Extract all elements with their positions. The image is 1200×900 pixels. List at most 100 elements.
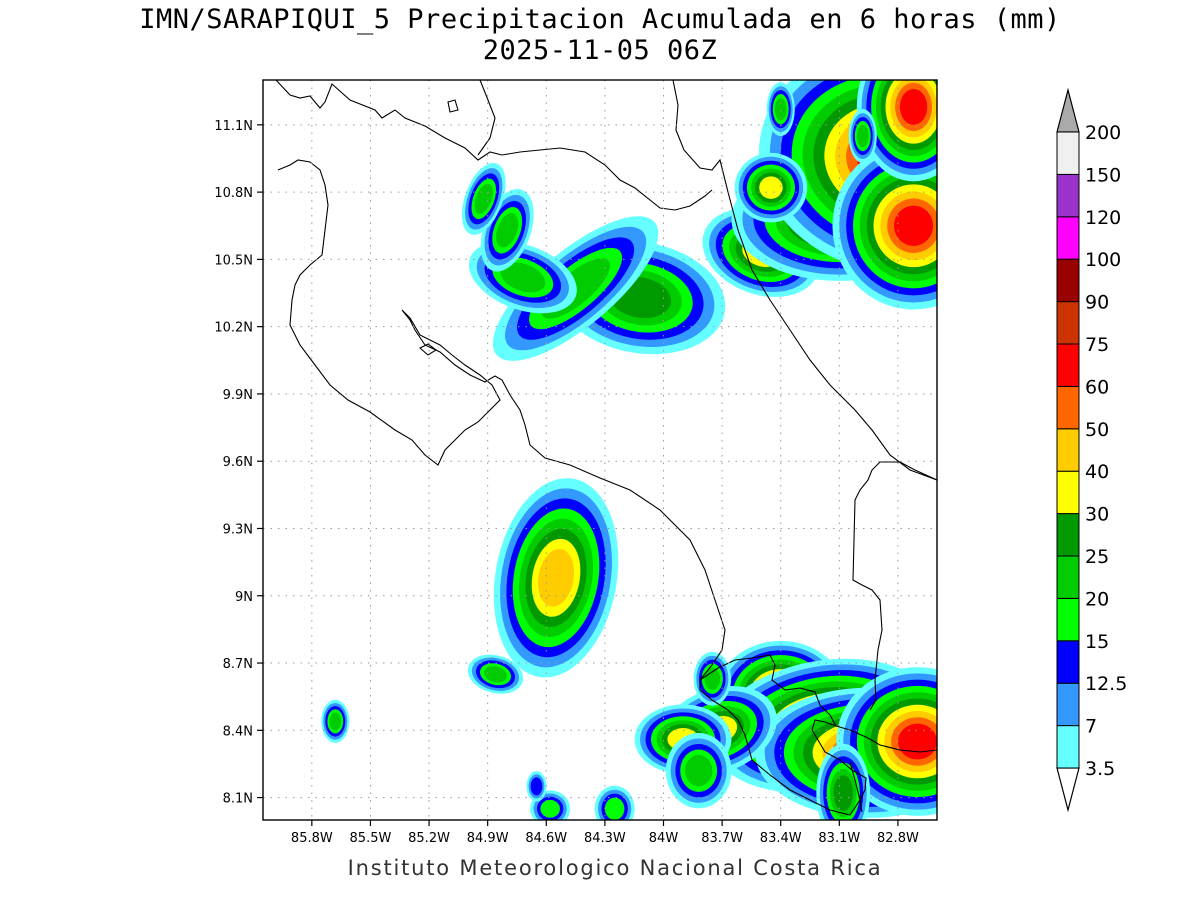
lat-tick-label: 9.3N — [223, 522, 253, 537]
lon-tick-label: 82.8W — [877, 831, 919, 846]
precip-contour — [704, 667, 721, 690]
colorbar-label: 30 — [1085, 504, 1109, 526]
colorbar-label: 100 — [1085, 249, 1121, 271]
precip-contour — [894, 205, 934, 246]
precip-cell — [530, 790, 571, 820]
precip-cell — [832, 142, 937, 310]
map-timestamp: 2025-11-05 06Z — [482, 35, 718, 66]
footer-credit: Instituto Meteorologico Nacional Costa R… — [347, 856, 883, 880]
precip-contour — [604, 797, 625, 820]
lon-tick-label: 84.6W — [525, 831, 567, 846]
lat-tick-label: 9N — [235, 590, 253, 605]
precip-contour — [500, 262, 546, 293]
lat-tick-label: 10.5N — [214, 253, 253, 268]
lat-tick-label: 10.8N — [214, 186, 253, 201]
precip-contour — [897, 723, 937, 760]
lon-tick-label: 83.1W — [818, 831, 860, 846]
caribbean-coast-north — [672, 80, 937, 481]
colorbar-label: 150 — [1085, 164, 1121, 186]
lon-tick-label: 84.9W — [467, 831, 509, 846]
precip-contour — [329, 712, 342, 731]
lon-tick-label: 84.3W — [584, 831, 626, 846]
precip-contour — [538, 548, 575, 607]
colorbar-label: 7 — [1085, 716, 1097, 738]
colorbar-label: 12.5 — [1085, 673, 1127, 695]
nicaragua-north-coast — [275, 80, 713, 211]
precip-contour — [483, 666, 507, 683]
lon-tick-label: 83.4W — [760, 831, 802, 846]
colorbar-max-arrow — [1056, 87, 1080, 133]
lake-island — [447, 99, 459, 113]
colorbar-band — [1056, 555, 1080, 599]
colorbar-label: 50 — [1085, 419, 1109, 441]
plot-frame — [262, 79, 938, 821]
colorbar-label: 200 — [1085, 122, 1121, 144]
map-title: IMN/SARAPIQUI_5 Precipitacion Acumulada … — [139, 4, 1061, 35]
colorbar-band — [1056, 597, 1080, 642]
colorbar-label: 25 — [1085, 546, 1109, 568]
precip-cell — [693, 651, 732, 706]
precip-cell — [594, 785, 635, 820]
precip-contour — [759, 176, 783, 199]
colorbar-label: 90 — [1085, 292, 1109, 314]
precip-cell — [493, 478, 619, 678]
colorbar-band — [1056, 343, 1080, 387]
precip-cell — [766, 82, 795, 137]
precip-contour — [899, 88, 928, 125]
colorbar-band — [1056, 216, 1080, 260]
precip-contour — [833, 775, 853, 812]
pacific-coast — [277, 159, 753, 761]
panama-border-north — [852, 461, 937, 711]
colorbar-band — [1056, 173, 1080, 218]
precip-contour — [496, 213, 519, 248]
lat-tick-label: 8.4N — [223, 724, 253, 739]
precip-cell — [665, 732, 732, 809]
lat-tick-label: 11.1N — [214, 119, 253, 134]
colorbar-label: 75 — [1085, 334, 1109, 356]
axis-ticks: 85.8W 85.5W 85.2W 84.9W 84.6W 84.3W 84W 83.7W 83… — [214, 119, 919, 846]
lake-nicaragua-shore — [477, 80, 496, 156]
colorbar-band — [1056, 470, 1080, 515]
colorbar-band — [1056, 725, 1080, 769]
lat-tick-label: 10.2N — [214, 321, 253, 336]
precip-cell — [848, 109, 877, 163]
lon-tick-label: 85.8W — [291, 831, 333, 846]
coastline — [275, 80, 937, 816]
lon-tick-label: 84W — [649, 831, 679, 846]
colorbar-band — [1056, 258, 1080, 303]
lat-tick-label: 8.1N — [223, 792, 253, 807]
colorbar: 3.5 7 12.5 15 20 25 30 40 50 60 75 90 100 120 150 200 — [1056, 87, 1127, 813]
precip-cell — [856, 80, 937, 182]
precipitation-field — [321, 80, 937, 820]
burica-peninsula — [849, 761, 863, 813]
lat-tick-label: 9.6N — [223, 455, 253, 470]
lon-tick-label: 85.2W — [408, 831, 450, 846]
precip-cell — [467, 654, 524, 694]
panama-border-south — [699, 654, 837, 727]
colorbar-label: 40 — [1085, 461, 1109, 483]
precip-contour — [474, 183, 493, 214]
colorbar-band — [1056, 131, 1080, 175]
colorbar-band — [1056, 428, 1080, 472]
colorbar-band — [1056, 385, 1080, 430]
colorbar-label: 60 — [1085, 376, 1109, 398]
colorbar-band — [1056, 640, 1080, 684]
precip-contour — [540, 799, 560, 818]
precip-contour — [530, 777, 543, 796]
precip-cell — [321, 699, 350, 743]
colorbar-label: 120 — [1085, 207, 1121, 229]
colorbar-band — [1056, 513, 1080, 557]
colorbar-band — [1056, 301, 1080, 345]
precip-cell — [461, 162, 506, 235]
precip-contour — [774, 97, 787, 121]
colorbar-min-arrow — [1056, 767, 1080, 813]
gulf-island — [419, 343, 437, 356]
colorbar-label: 15 — [1085, 631, 1109, 653]
precip-cell — [526, 771, 547, 802]
lat-tick-label: 9.9N — [223, 388, 253, 403]
colorbar-label: 20 — [1085, 588, 1109, 610]
precip-cell — [734, 152, 808, 223]
lon-tick-label: 85.5W — [350, 831, 392, 846]
precip-cell — [816, 743, 871, 820]
osa-peninsula — [751, 719, 937, 816]
